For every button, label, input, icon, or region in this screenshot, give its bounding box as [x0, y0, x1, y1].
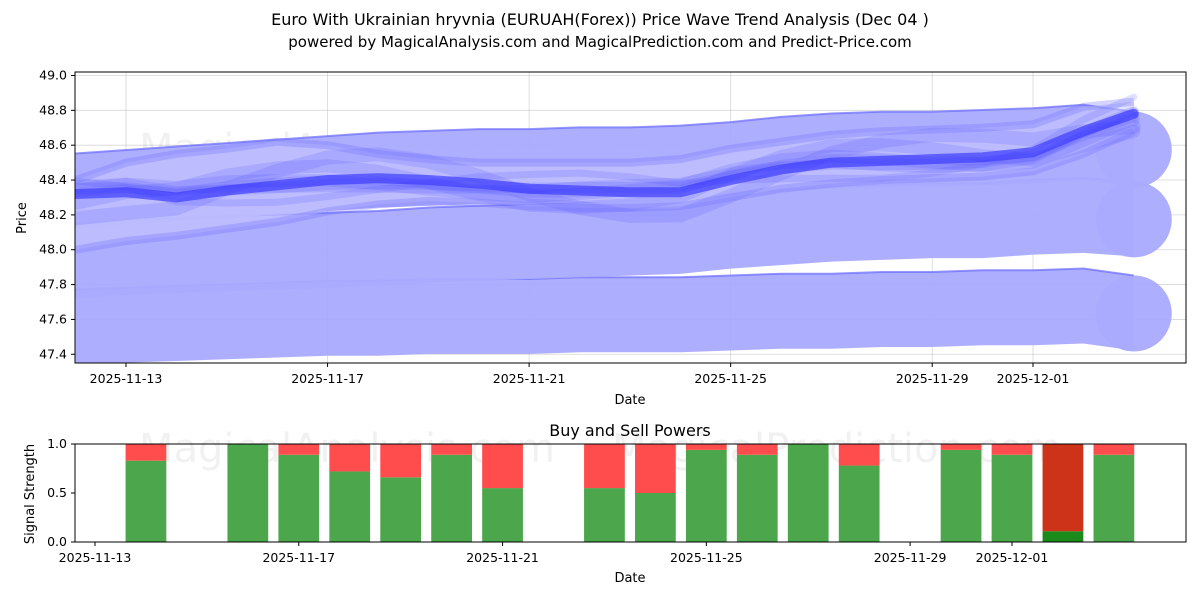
bar-y-tick-label-0: 0.0	[47, 534, 67, 549]
sell-bar-4	[380, 444, 422, 478]
wave-line-7	[75, 93, 1138, 207]
projection-band-1-edge	[75, 103, 1134, 155]
price-plot-frame	[74, 71, 1187, 364]
buy-bar-10	[736, 454, 778, 542]
bar-x-tick-label-2: 2025-11-21	[466, 550, 539, 565]
buy-sell-chart: Buy and Sell Powers MagicalAnalysis.com …	[23, 421, 1187, 586]
buy-bar-16	[1093, 454, 1135, 542]
bar-y-tick-label-1: 0.5	[47, 485, 67, 500]
price-x-tick-label-5: 2025-12-01	[997, 371, 1070, 386]
price-y-tick-label-2: 47.8	[39, 277, 67, 292]
sell-bar-3	[329, 444, 371, 472]
buy-bar-15	[1042, 531, 1084, 542]
wave-upper-line	[75, 97, 1135, 184]
price-x-tick-label-1: 2025-11-17	[291, 371, 364, 386]
bar-y-tick-label-2: 1.0	[47, 436, 67, 451]
buy-bar-4	[380, 477, 422, 542]
sell-bar-7	[584, 444, 625, 489]
sell-bar-0	[125, 444, 167, 461]
sell-bar-13	[940, 444, 982, 450]
price-x-axis: 2025-11-13 2025-11-17 2025-11-21 2025-11-25…	[90, 363, 1070, 386]
price-y-tick-label-5: 48.4	[39, 172, 67, 187]
wave-envelope	[75, 101, 1134, 250]
sell-bar-12	[838, 444, 880, 466]
price-y-axis: 47.4 47.6 47.8 48.0 48.2 48.4 48.6 48.8 49.0	[39, 67, 75, 361]
signal-bars	[125, 444, 1135, 542]
sell-bar-6	[482, 444, 523, 489]
sell-bar-8	[635, 444, 676, 493]
bar-y-axis: 0.0 0.5 1.0	[47, 436, 75, 549]
buy-bar-5	[431, 454, 472, 542]
price-y-tick-label-4: 48.2	[39, 207, 67, 222]
wave-line-0	[75, 119, 1141, 226]
sell-bar-5	[431, 444, 472, 455]
projection-band-3-fill	[75, 268, 1134, 363]
price-x-tick-label-2: 2025-11-21	[493, 371, 566, 386]
bar-x-axis: 2025-11-13 2025-11-17 2025-11-21 2025-11-25…	[59, 542, 1049, 565]
price-y-tick-label-3: 48.0	[39, 242, 67, 257]
bar-x-tick-label-3: 2025-11-25	[670, 550, 743, 565]
wave-core-line	[75, 108, 1139, 203]
sell-bar-10	[736, 444, 778, 455]
projection-band-2-cap	[1095, 181, 1172, 258]
bar-x-tick-label-5: 2025-12-01	[976, 550, 1049, 565]
bar-x-tick-label-1: 2025-11-17	[262, 550, 335, 565]
sell-bar-9	[685, 444, 727, 450]
bar-y-label: Signal Strength	[23, 444, 38, 544]
price-x-tick-label-4: 2025-11-29	[896, 371, 969, 386]
buy-bar-2	[278, 454, 320, 542]
buy-bar-11	[787, 444, 829, 542]
price-y-label: Price	[15, 202, 30, 234]
sell-bar-14	[991, 444, 1033, 455]
bar-x-tick-label-0: 2025-11-13	[59, 550, 132, 565]
buy-bar-14	[991, 454, 1033, 542]
price-y-tick-label-6: 48.6	[39, 137, 67, 152]
sell-bar-15	[1042, 444, 1084, 532]
buy-bar-3	[329, 471, 371, 542]
price-x-tick-label-3: 2025-11-25	[694, 371, 767, 386]
price-y-tick-label-8: 49.0	[39, 67, 67, 82]
buy-bar-7	[584, 488, 625, 542]
price-y-tick-label-7: 48.8	[39, 102, 67, 117]
figure-title: Euro With Ukrainian hryvnia (EURUAH(Fore…	[271, 10, 929, 29]
sell-bar-16	[1093, 444, 1135, 455]
buy-bar-9	[685, 449, 727, 542]
price-x-tick-label-0: 2025-11-13	[90, 371, 163, 386]
figure-subtitle: powered by MagicalAnalysis.com and Magic…	[288, 33, 912, 51]
bar-x-tick-label-4: 2025-11-29	[874, 550, 947, 565]
price-wave-chart: MagicalAnalysis.com MagicalPrediction.co…	[15, 67, 1187, 408]
buy-bar-12	[838, 465, 880, 542]
buy-bar-6	[482, 488, 523, 542]
projection-band-3-cap	[1095, 275, 1172, 352]
wave-lines	[75, 93, 1141, 254]
buy-bar-0	[125, 460, 167, 542]
wave-line-1	[75, 124, 1141, 215]
wave-lower-line	[75, 127, 1136, 254]
price-y-tick-label-0: 47.4	[39, 346, 67, 361]
buy-bar-13	[940, 449, 982, 542]
buy-sell-title: Buy and Sell Powers	[549, 421, 711, 440]
buy-bar-8	[635, 493, 676, 542]
projection-bands	[75, 103, 1172, 363]
price-x-label: Date	[614, 393, 645, 408]
projection-band-2-fill	[75, 177, 1134, 299]
sell-bar-2	[278, 444, 320, 455]
bar-x-label: Date	[614, 571, 645, 586]
buy-bar-1	[227, 444, 269, 542]
price-y-tick-label-1: 47.6	[39, 311, 67, 326]
